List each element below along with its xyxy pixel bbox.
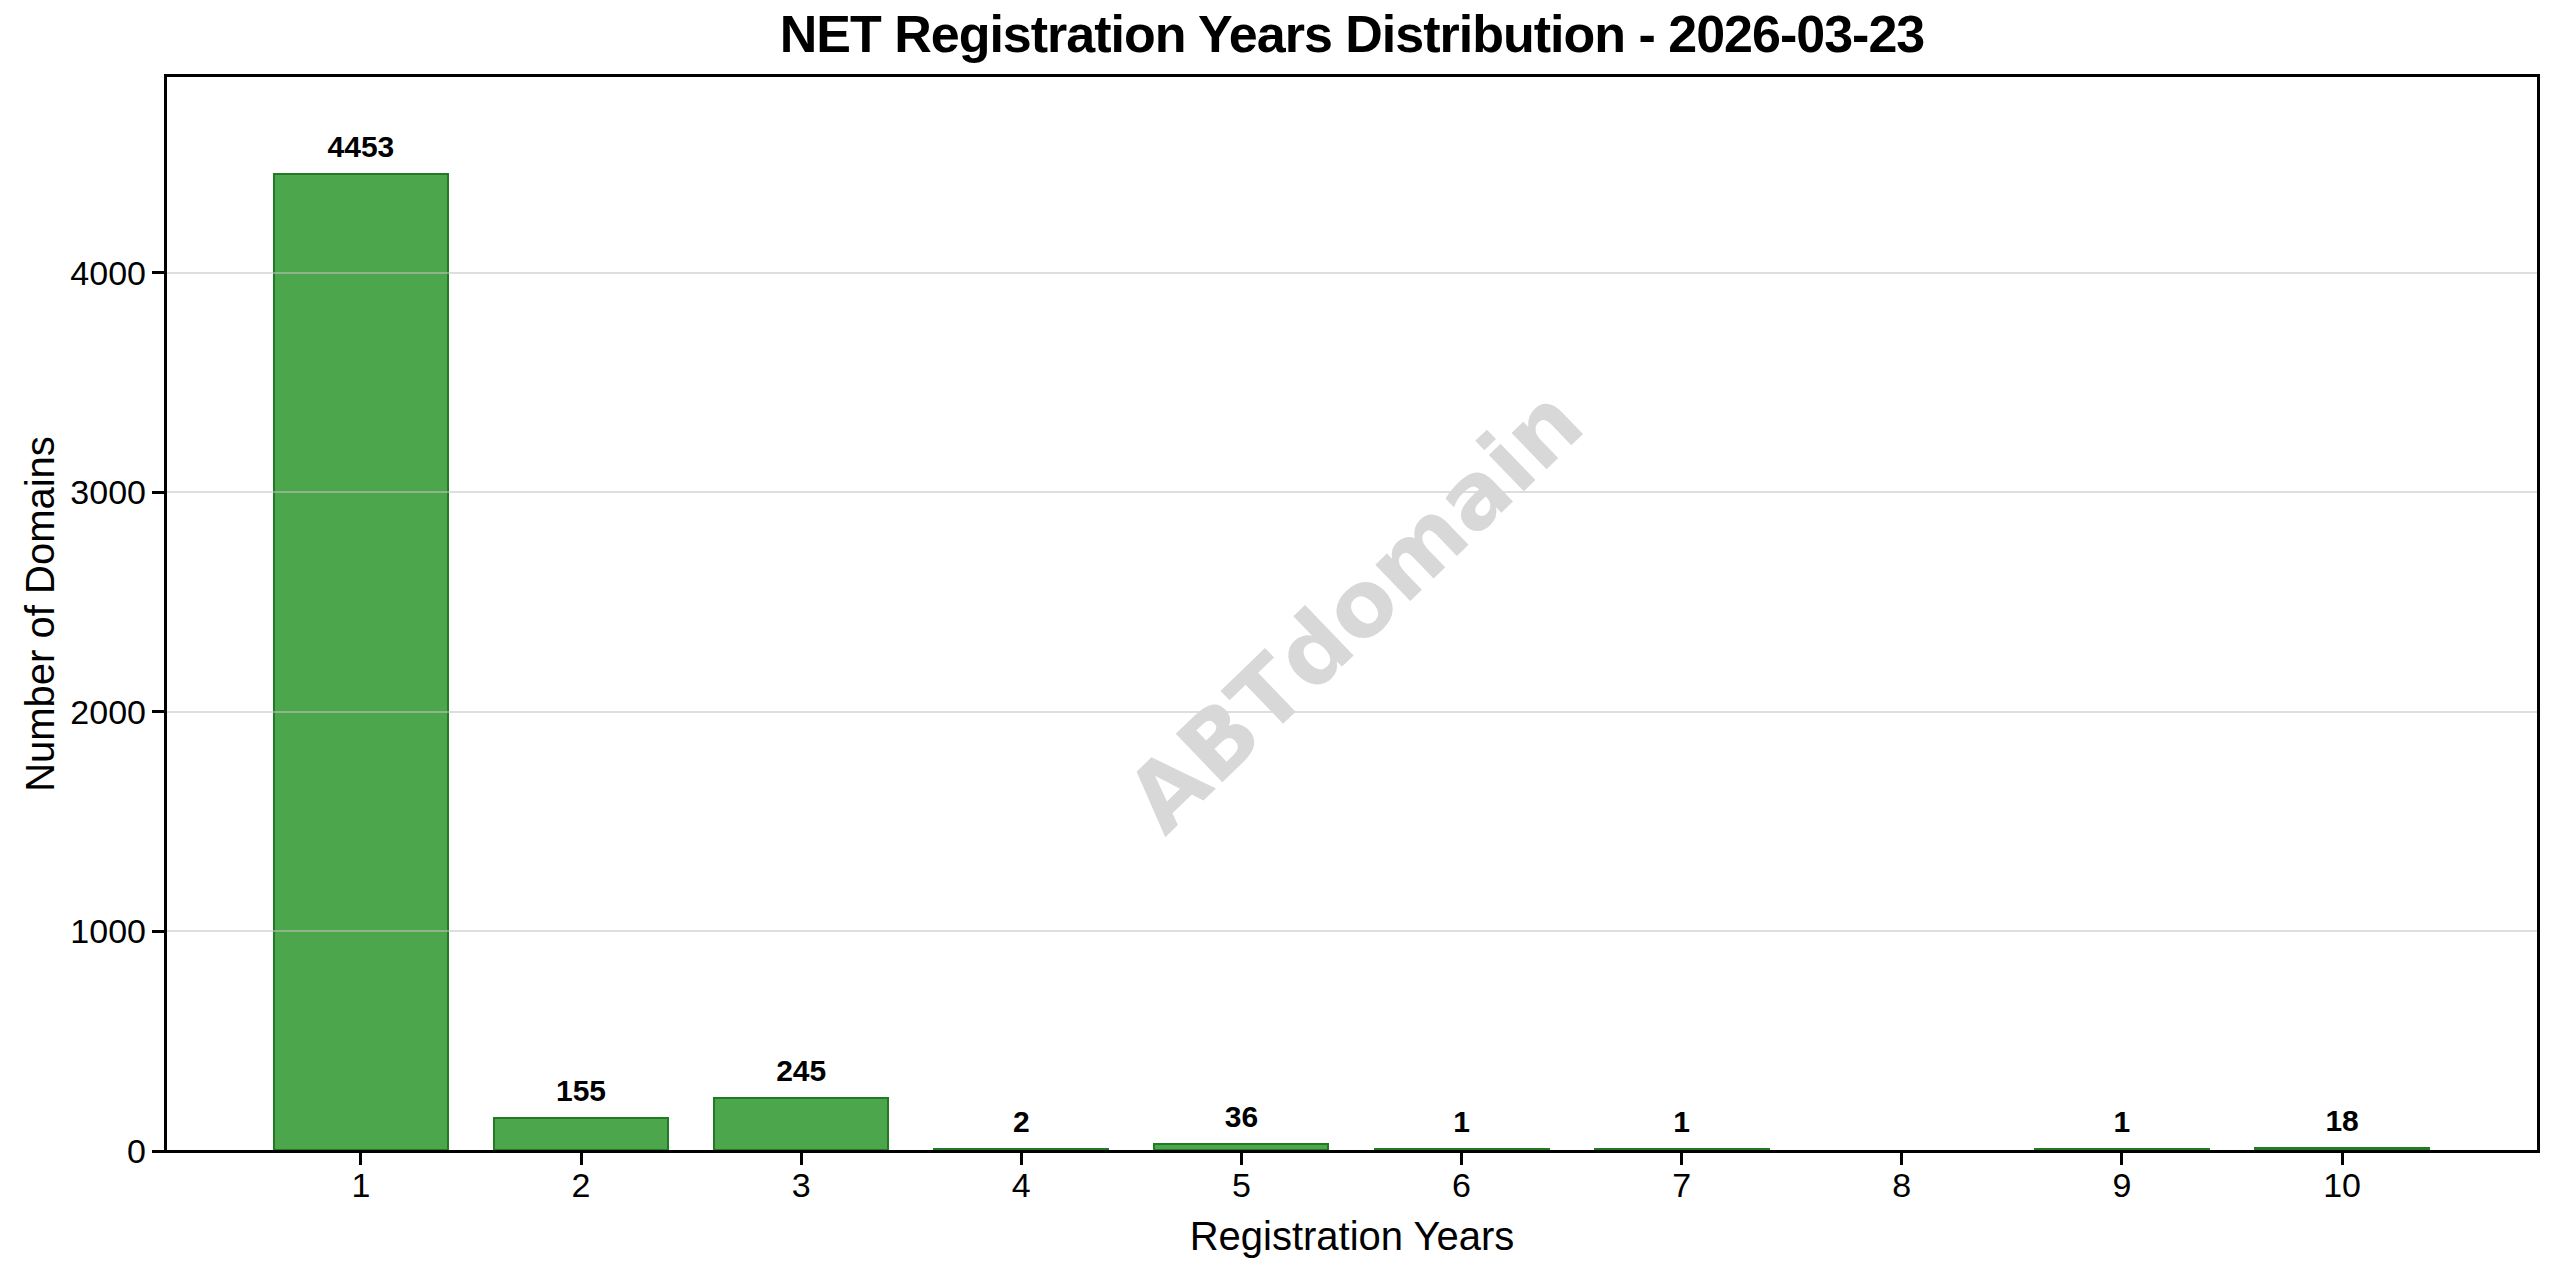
x-tick-label: 10 bbox=[2282, 1167, 2402, 1203]
plot-area-border bbox=[164, 74, 2540, 1153]
y-axis-label: Number of Domains bbox=[17, 364, 63, 864]
bar bbox=[1153, 1143, 1329, 1151]
bar-value-label: 245 bbox=[701, 1053, 901, 1089]
gridline bbox=[166, 711, 2538, 713]
x-axis-tick bbox=[1460, 1153, 1463, 1165]
x-axis-tick bbox=[580, 1153, 583, 1165]
bar bbox=[493, 1117, 669, 1151]
bar-value-label: 1 bbox=[2022, 1104, 2222, 1140]
bar bbox=[2254, 1147, 2430, 1151]
bar-value-label: 155 bbox=[481, 1073, 681, 1109]
x-axis-tick bbox=[1900, 1153, 1903, 1165]
bar-chart-figure: NET Registration Years Distribution - 20… bbox=[0, 0, 2560, 1271]
y-axis-tick bbox=[152, 1150, 164, 1153]
bar bbox=[1594, 1148, 1770, 1152]
bar-value-label: 4453 bbox=[261, 129, 461, 165]
x-tick-label: 5 bbox=[1181, 1167, 1301, 1203]
x-axis-tick bbox=[2120, 1153, 2123, 1165]
chart-title: NET Registration Years Distribution - 20… bbox=[164, 4, 2540, 64]
x-tick-label: 4 bbox=[961, 1167, 1081, 1203]
y-axis-tick bbox=[152, 710, 164, 713]
y-axis-tick bbox=[152, 930, 164, 933]
bar bbox=[273, 173, 449, 1151]
gridline bbox=[166, 491, 2538, 493]
bar bbox=[933, 1148, 1109, 1152]
bar-value-label: 2 bbox=[921, 1104, 1121, 1140]
x-tick-label: 7 bbox=[1622, 1167, 1742, 1203]
bar-value-label: 36 bbox=[1141, 1099, 1341, 1135]
x-axis-tick bbox=[359, 1153, 362, 1165]
x-tick-label: 2 bbox=[521, 1167, 641, 1203]
y-tick-label: 3000 bbox=[0, 474, 146, 510]
x-axis-label: Registration Years bbox=[164, 1213, 2540, 1259]
gridline bbox=[166, 272, 2538, 274]
bar-value-label: 18 bbox=[2242, 1103, 2442, 1139]
bar bbox=[713, 1097, 889, 1151]
x-axis-tick bbox=[800, 1153, 803, 1165]
y-tick-label: 2000 bbox=[0, 694, 146, 730]
x-axis-tick bbox=[1020, 1153, 1023, 1165]
watermark-text: ABTdomain bbox=[871, 141, 1839, 1082]
x-axis-tick bbox=[1680, 1153, 1683, 1165]
y-tick-label: 0 bbox=[0, 1133, 146, 1169]
x-tick-label: 3 bbox=[741, 1167, 861, 1203]
y-axis-tick bbox=[152, 491, 164, 494]
x-tick-label: 1 bbox=[301, 1167, 421, 1203]
y-tick-label: 1000 bbox=[0, 913, 146, 949]
x-axis-tick bbox=[2341, 1153, 2344, 1165]
x-axis-tick bbox=[1240, 1153, 1243, 1165]
bar bbox=[1374, 1148, 1550, 1152]
bar-value-label: 1 bbox=[1362, 1104, 1562, 1140]
bar-value-label: 1 bbox=[1582, 1104, 1782, 1140]
bar bbox=[2034, 1148, 2210, 1152]
x-tick-label: 9 bbox=[2062, 1167, 2182, 1203]
y-tick-label: 4000 bbox=[0, 255, 146, 291]
y-axis-tick bbox=[152, 271, 164, 274]
x-tick-label: 6 bbox=[1402, 1167, 1522, 1203]
x-tick-label: 8 bbox=[1842, 1167, 1962, 1203]
gridline bbox=[166, 930, 2538, 932]
